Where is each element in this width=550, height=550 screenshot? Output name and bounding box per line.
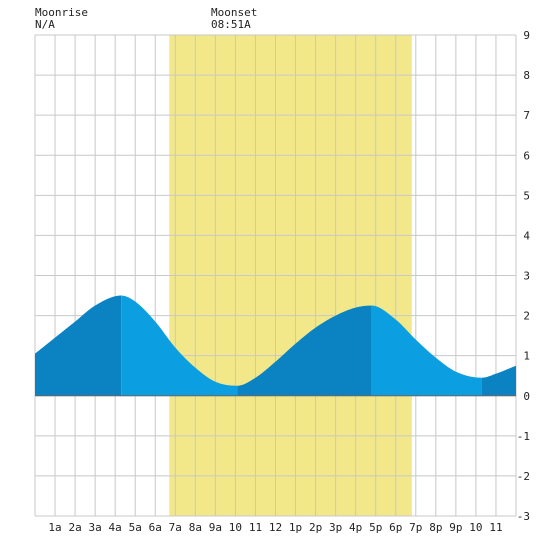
x-tick-label: 6p [389,521,402,534]
x-tick-label: 6a [149,521,162,534]
x-tick-label: 10 [469,521,482,534]
x-tick-label: 7p [409,521,422,534]
x-tick-label: 1a [48,521,61,534]
y-tick-label: 5 [523,189,530,202]
x-tick-label: 4a [109,521,122,534]
y-tick-label: 9 [523,29,530,42]
x-tick-label: 10 [229,521,242,534]
tide-rising-area [237,305,372,396]
y-tick-label: -1 [517,430,530,443]
x-tick-label: 7a [169,521,182,534]
x-tick-label: 8p [429,521,442,534]
y-tick-label: 3 [523,270,530,283]
x-tick-label: 11 [489,521,502,534]
x-tick-label: 1p [289,521,302,534]
x-tick-label: 2p [309,521,322,534]
y-tick-label: 6 [523,149,530,162]
tide-rising-area [35,295,122,396]
y-tick-label: 8 [523,69,530,82]
x-tick-label: 8a [189,521,202,534]
x-tick-label: 9p [449,521,462,534]
x-tick-label: 5a [129,521,142,534]
tide-area-layer [35,295,516,396]
x-tick-label: 3p [329,521,342,534]
y-tick-label: 1 [523,350,530,363]
x-tick-label: 3a [89,521,102,534]
y-tick-label: 2 [523,310,530,323]
moonset-label: Moonset [211,6,257,19]
x-tick-label: 2a [68,521,81,534]
tide-falling-area [121,295,238,396]
x-tick-label: 4p [349,521,362,534]
tide-rising-area [481,365,516,396]
y-tick-label: 7 [523,109,530,122]
tide-falling-area [371,305,482,396]
grid-layer [34,34,517,517]
moonrise-time: N/A [35,18,55,31]
x-tick-label: 5p [369,521,382,534]
moonrise-label: Moonrise [35,6,88,19]
x-tick-label: 12 [269,521,282,534]
y-tick-label: -3 [517,510,530,523]
x-tick-label: 11 [249,521,262,534]
y-tick-label: 0 [523,390,530,403]
x-tick-label: 9a [209,521,222,534]
y-tick-label: 4 [523,229,530,242]
moonset-time: 08:51A [211,18,251,31]
y-tick-label: -2 [517,470,530,483]
